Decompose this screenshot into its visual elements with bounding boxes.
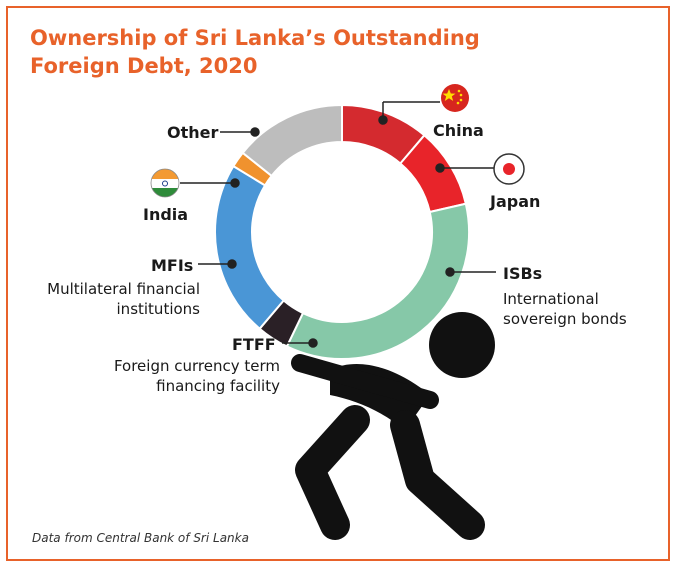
india-flag-icon [150, 168, 180, 198]
figure-arm [291, 354, 439, 409]
stick-figure-illustration [291, 312, 495, 540]
label-china: China [433, 121, 484, 140]
title-line-2: Foreign Debt, 2020 [30, 54, 258, 78]
japan-flag-icon [493, 153, 525, 185]
leader-lines [180, 101, 496, 348]
label-ftff-description: Foreign currency term financing facility [113, 357, 280, 395]
leader-dot-ftff [308, 338, 318, 348]
leader-dot-isbs [445, 267, 455, 277]
leader-dot-mfis [227, 259, 237, 269]
label-japan: Japan [490, 192, 541, 211]
label-mfis-description: Multilateral financial institutions [47, 280, 200, 318]
label-isbs: ISBs [503, 264, 543, 283]
label-ftff: FTFF [232, 335, 276, 354]
label-india: India [143, 205, 189, 224]
title-line-1: Ownership of Sri Lanka’s Outstanding [30, 26, 480, 50]
figure-back-leg [295, 405, 370, 540]
leader-dot-japan [435, 163, 445, 173]
slice-mfis [214, 164, 286, 331]
label-other: Other [167, 123, 219, 142]
slice-other [241, 103, 343, 178]
figure-front-leg [390, 410, 485, 540]
china-flag-icon [441, 84, 469, 112]
chart-frame [6, 6, 670, 561]
label-isbs-description: International sovereign bonds [503, 290, 627, 328]
label-mfis: MFIs [151, 256, 194, 275]
chart-title: Ownership of Sri Lanka’s Outstanding For… [30, 24, 480, 80]
figure-head [429, 312, 495, 378]
leader-dot-india [230, 178, 240, 188]
donut-slices [214, 103, 470, 360]
leader-dot-other [250, 127, 260, 137]
source-note: Data from Central Bank of Sri Lanka [32, 531, 249, 545]
slice-isbs [285, 202, 470, 360]
leader-dot-china [378, 115, 388, 125]
